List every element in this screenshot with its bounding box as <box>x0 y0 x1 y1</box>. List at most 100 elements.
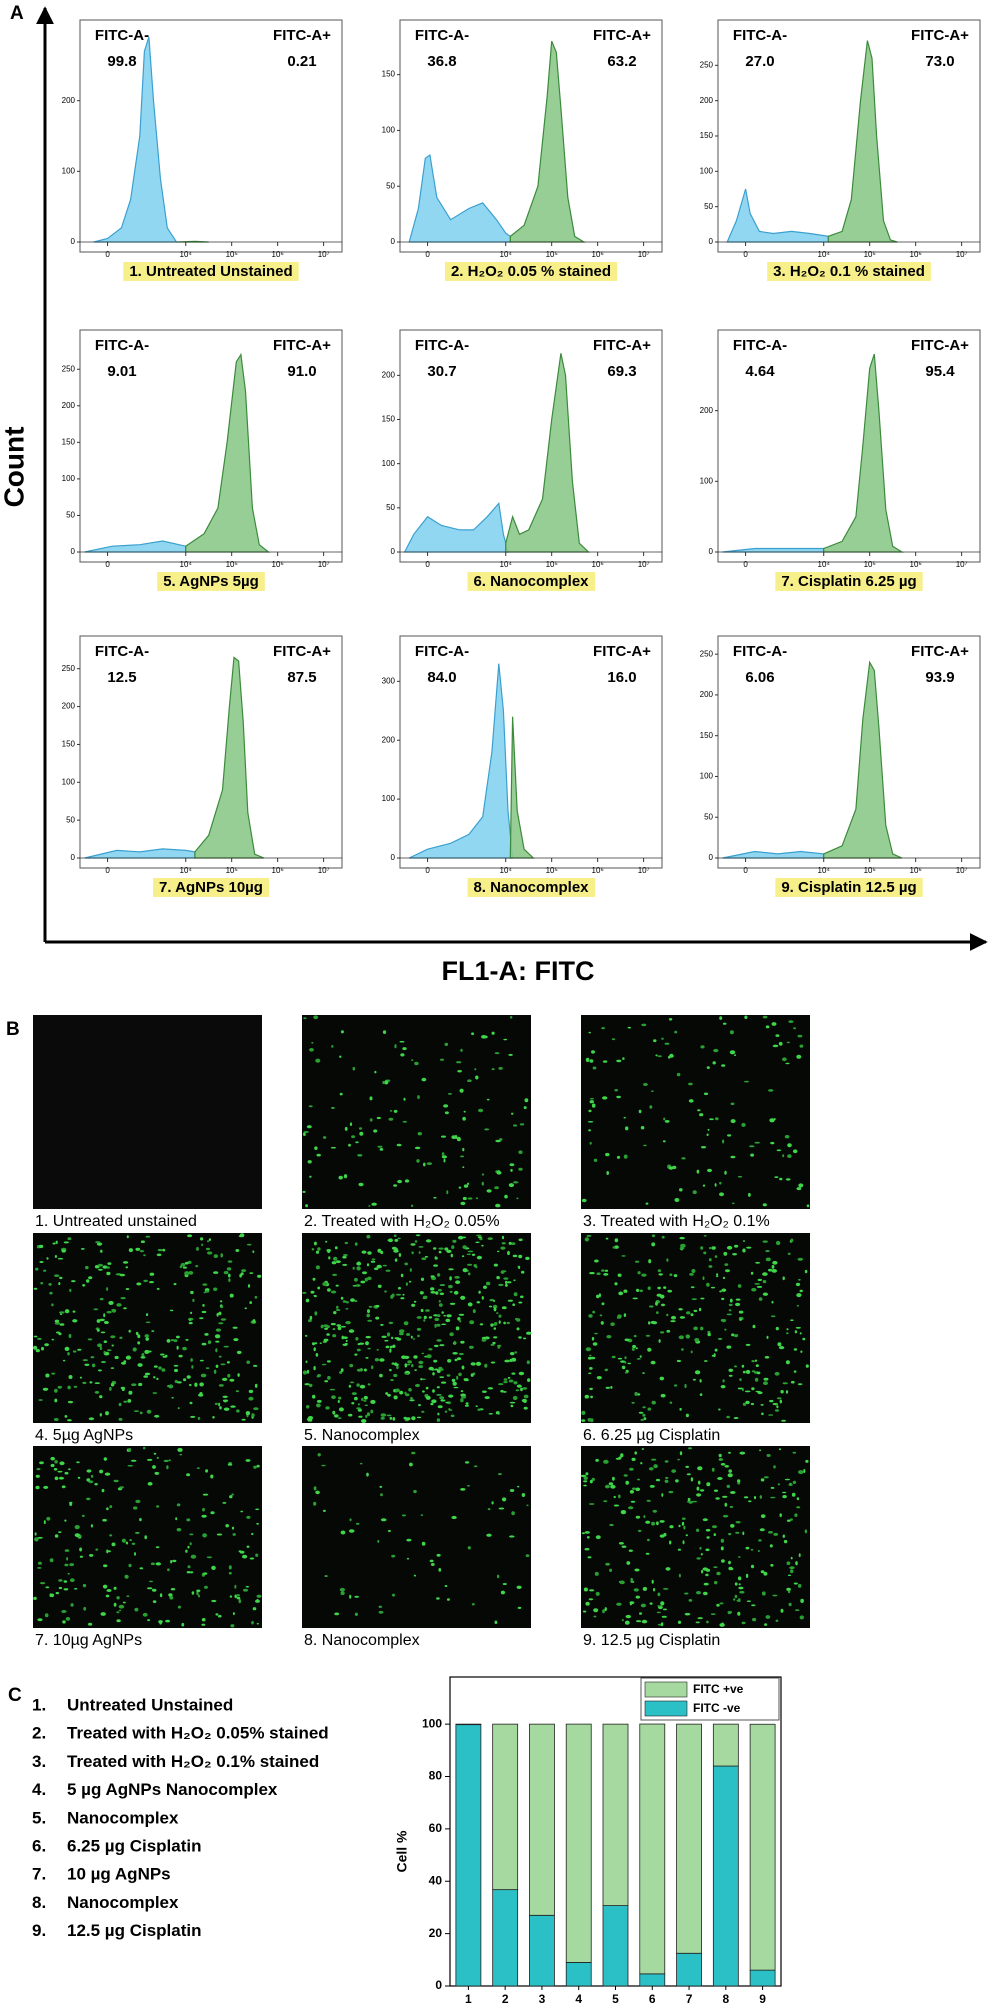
list-text: Nanocomplex <box>67 1808 179 1827</box>
cell-dot <box>665 1567 671 1571</box>
cell-dot <box>696 1486 700 1491</box>
cell-dot <box>431 1399 437 1404</box>
micrograph-caption: 9. 12.5 µg Cisplatin <box>583 1632 720 1649</box>
cell-dot <box>39 1461 44 1465</box>
cell-dot <box>333 1414 339 1418</box>
micrograph-caption: 6. 6.25 µg Cisplatin <box>583 1427 720 1444</box>
x-tick-label: 10⁵ <box>226 250 238 259</box>
cell-dot <box>780 1608 784 1613</box>
panel-label: A <box>10 3 24 24</box>
cell-dot <box>96 1242 103 1246</box>
cell-dot <box>159 1593 163 1598</box>
x-tick-label: 10⁷ <box>318 560 330 569</box>
cell-dot <box>421 1352 425 1355</box>
cell-dot <box>690 1477 694 1482</box>
y-tick-label: 0 <box>71 853 76 862</box>
cell-dot <box>782 1495 787 1499</box>
y-tick-label: 150 <box>382 415 396 424</box>
cell-dot <box>693 1326 698 1331</box>
cell-dot <box>662 1140 666 1143</box>
cell-dot <box>87 1338 93 1341</box>
cell-dot <box>656 1521 659 1526</box>
cell-dot <box>183 1378 187 1382</box>
cell-dot <box>623 1154 628 1159</box>
cell-dot <box>394 1258 398 1262</box>
cell-dot <box>69 1501 73 1504</box>
y-tick-label: 100 <box>700 476 714 485</box>
cell-dot <box>96 1329 100 1332</box>
gate-label: FITC-A- <box>95 337 149 354</box>
gate-label: FITC-A- <box>415 643 469 660</box>
cell-dot <box>255 1508 260 1511</box>
cell-dot <box>404 1355 410 1359</box>
histogram-caption: 6. Nanocomplex <box>473 573 589 590</box>
cell-dot <box>413 1300 417 1303</box>
cell-dot <box>189 1383 192 1387</box>
cell-dot <box>772 1260 778 1265</box>
cell-dot <box>199 1392 203 1395</box>
cell-dot <box>411 1251 414 1255</box>
cell-dot <box>781 1419 786 1422</box>
cell-dot <box>680 1243 686 1248</box>
cell-dot <box>602 1060 608 1063</box>
cell-dot <box>436 1323 441 1327</box>
cell-dot <box>199 1317 204 1320</box>
cell-dot <box>789 1566 795 1570</box>
cell-dot <box>714 1580 718 1585</box>
cell-dot <box>778 1346 785 1350</box>
cell-dot <box>201 1514 207 1518</box>
cell-dot <box>739 1590 745 1594</box>
cell-dot <box>213 1271 219 1274</box>
cell-dot <box>315 1265 320 1270</box>
legend-label: FITC -ve <box>693 1701 741 1715</box>
cell-dot <box>508 1241 512 1245</box>
cell-dot <box>699 1379 702 1383</box>
cell-dot <box>596 1272 601 1275</box>
cell-dot <box>696 1493 702 1497</box>
cell-dot <box>445 1401 449 1404</box>
cell-dot <box>116 1611 120 1614</box>
cell-dot <box>754 1283 760 1285</box>
cell-dot <box>233 1338 239 1342</box>
cell-dot <box>791 1492 796 1497</box>
cell-dot <box>709 1118 714 1121</box>
y-tick-label: 50 <box>704 812 713 821</box>
cell-dot <box>118 1402 122 1407</box>
cell-dot <box>428 1316 433 1319</box>
cell-dot <box>356 1262 362 1266</box>
gate-percent: 99.8 <box>107 53 136 70</box>
cell-dot <box>302 1291 307 1294</box>
cell-dot <box>402 1293 405 1296</box>
cell-dot <box>255 1599 260 1603</box>
cell-dot <box>739 1451 746 1455</box>
cell-dot <box>316 1399 322 1403</box>
cell-dot <box>790 1238 794 1243</box>
cell-dot <box>730 1102 735 1106</box>
cell-dot <box>38 1399 43 1401</box>
cell-dot <box>737 1611 741 1616</box>
cell-dot <box>645 1334 651 1337</box>
cell-dot <box>79 1376 82 1379</box>
cell-dot <box>462 1166 465 1169</box>
caption-highlight <box>153 877 269 897</box>
cell-dot <box>58 1476 64 1480</box>
cell-dot <box>630 1577 633 1582</box>
cell-dot <box>653 1588 656 1592</box>
cell-dot <box>737 1479 741 1483</box>
cell-dot <box>643 1515 646 1519</box>
cell-dot <box>728 1560 731 1565</box>
cell-dot <box>361 1397 364 1401</box>
cell-dot <box>156 1253 162 1257</box>
cell-dot <box>124 1574 129 1579</box>
cell-dot <box>367 1309 370 1314</box>
cell-dot <box>521 1493 526 1497</box>
cell-dot <box>425 1395 431 1400</box>
cell-dot <box>436 1597 440 1600</box>
cell-dot <box>54 1274 60 1277</box>
cell-dot <box>311 1342 316 1346</box>
cell-dot <box>439 1376 445 1378</box>
cell-dot <box>392 1344 396 1349</box>
y-tick-label: 200 <box>700 690 714 699</box>
caption-highlight <box>775 877 923 897</box>
cell-dot <box>227 1260 233 1263</box>
